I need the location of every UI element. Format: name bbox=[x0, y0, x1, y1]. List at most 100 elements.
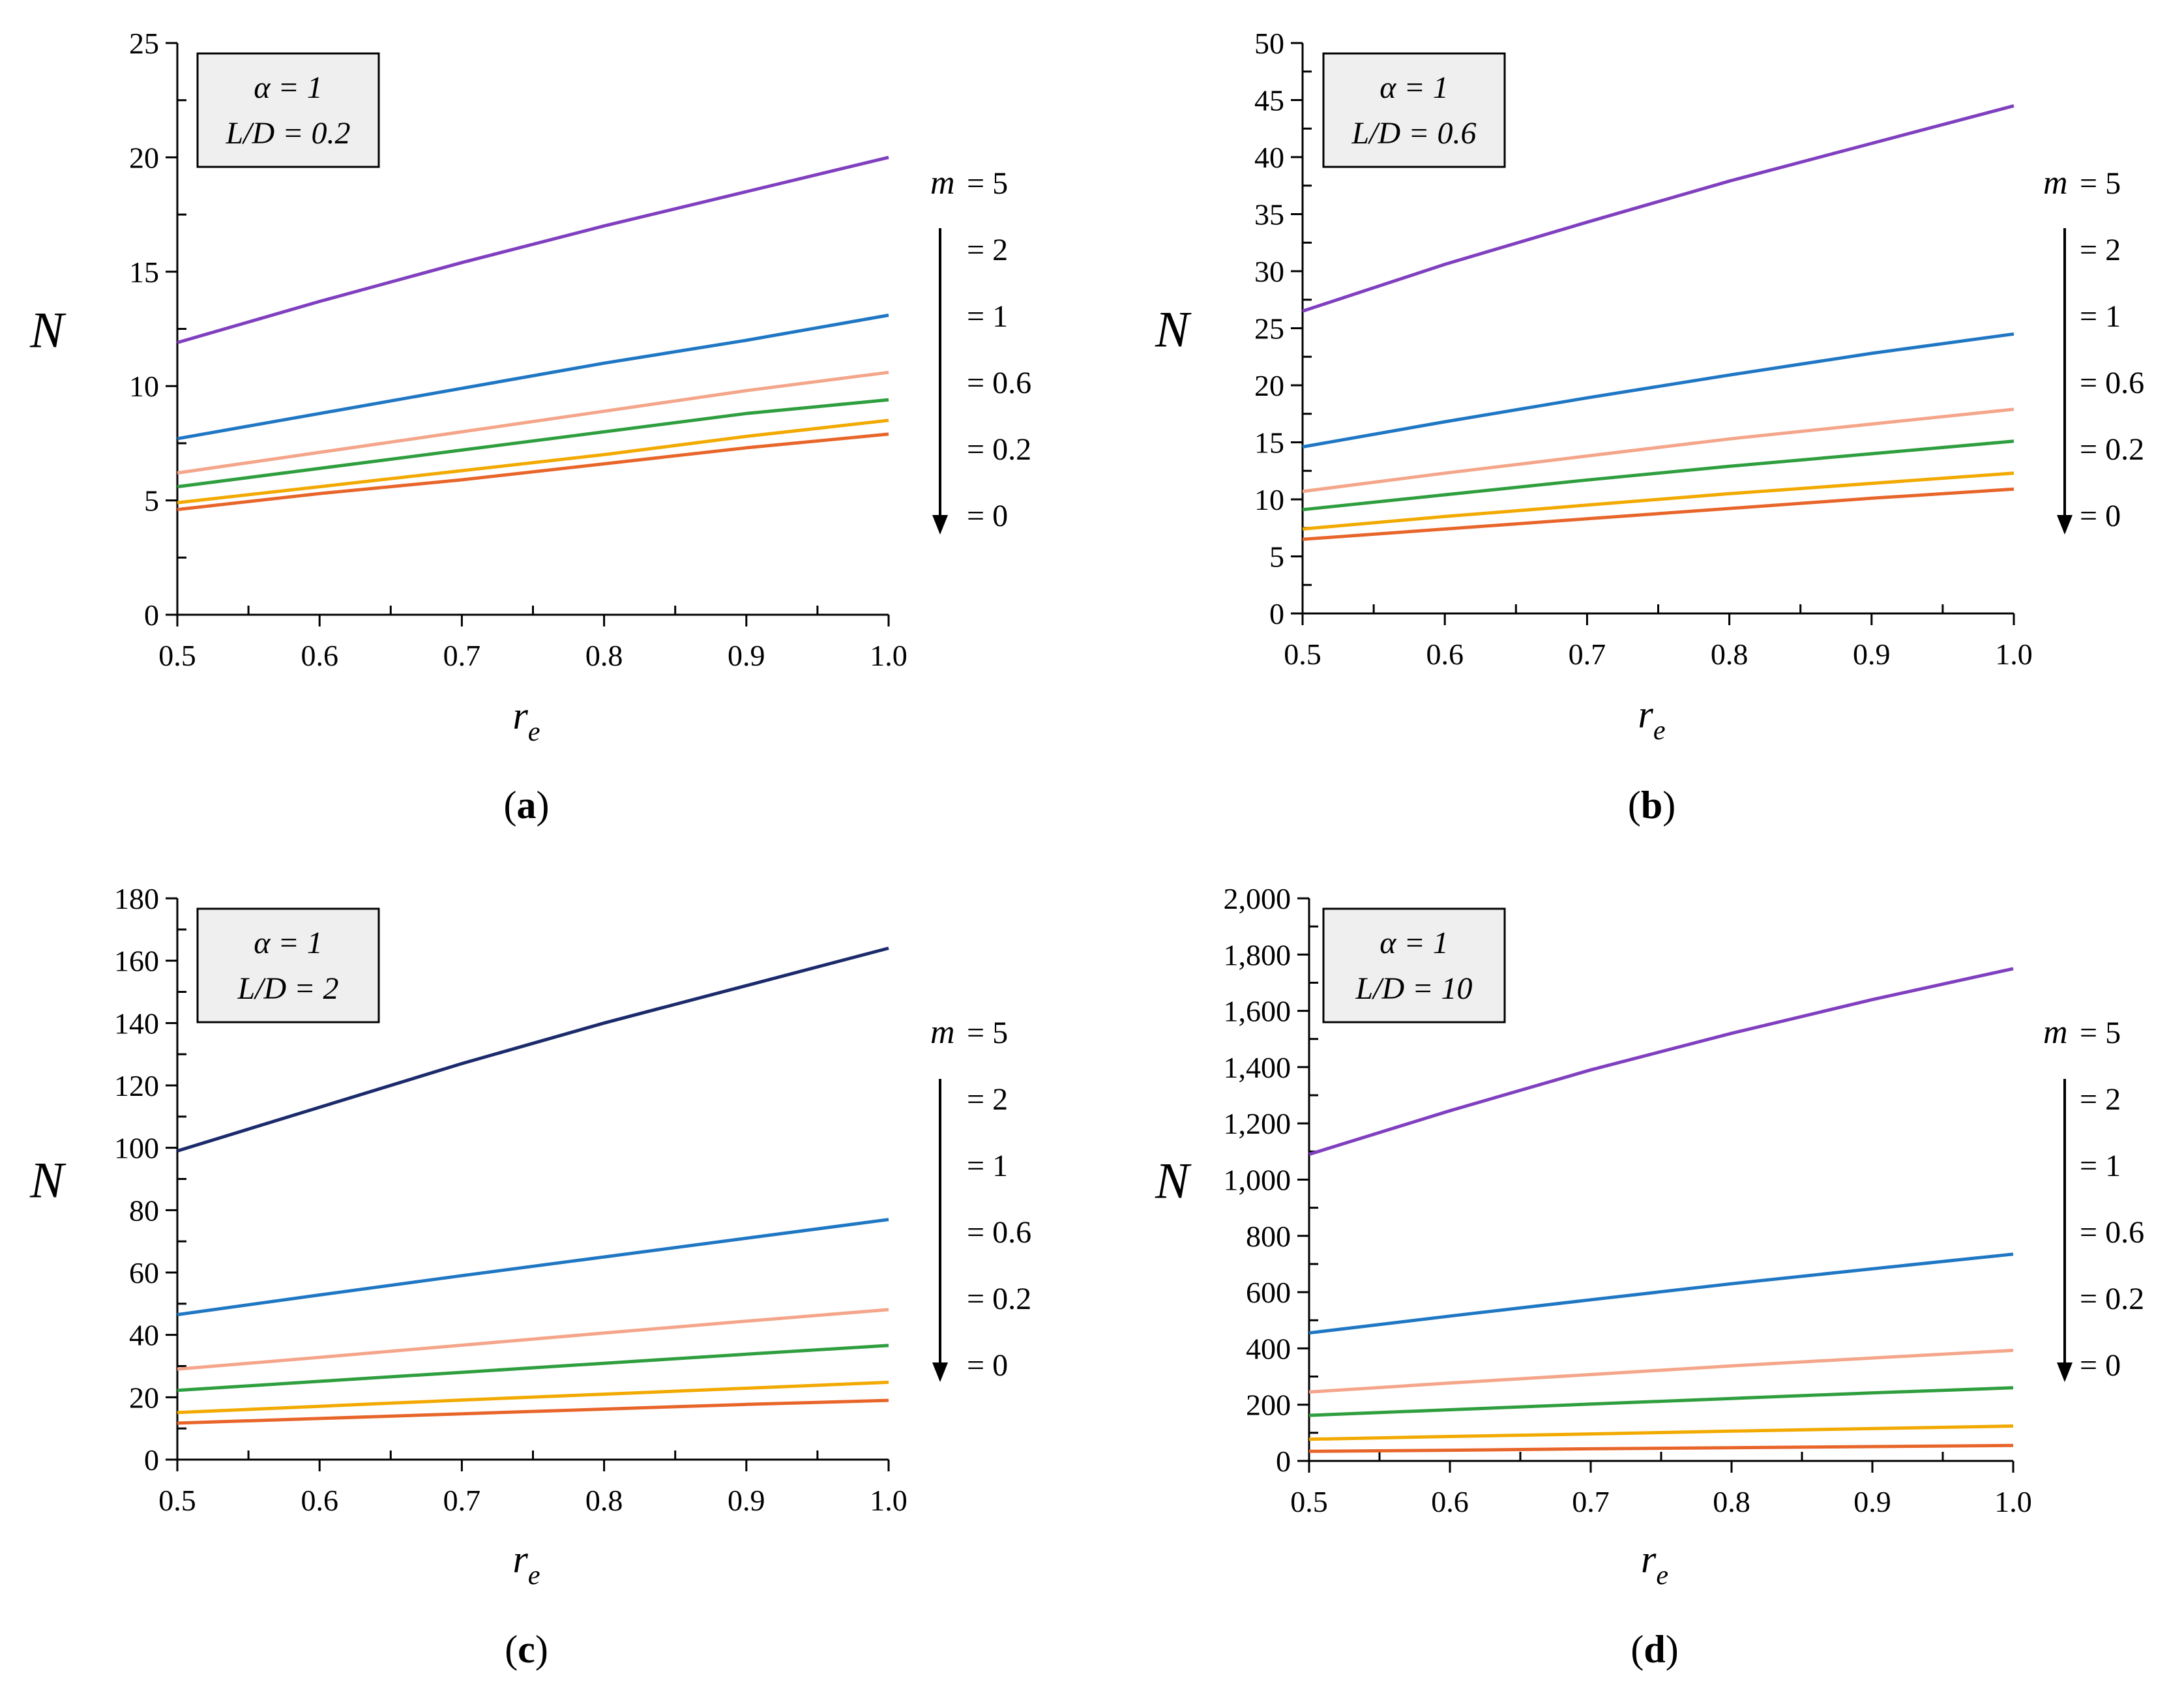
series-line-3 bbox=[1308, 1386, 2014, 1417]
legend-label: = 1 bbox=[967, 299, 1008, 334]
legend-label: = 0 bbox=[2080, 1348, 2121, 1383]
series-line-2 bbox=[1302, 407, 2014, 493]
chart-panel-c: 0 20 40 60 80 100 120 140 160 180 0.5 0.6 0.7 0.8 0.9 1… bbox=[29, 882, 1031, 1671]
y-axis-title: N bbox=[29, 302, 66, 359]
x-tick-label: 0.6 bbox=[301, 639, 338, 672]
panel-label: (a) bbox=[504, 784, 550, 827]
legend-label: = 0 bbox=[2080, 499, 2121, 533]
panel-label: (b) bbox=[1628, 784, 1675, 827]
annotation-line-1: α = 1 bbox=[254, 926, 323, 960]
y-axis-title: N bbox=[29, 1152, 66, 1209]
y-tick-label: 25 bbox=[1254, 312, 1284, 346]
x-axis-title-main: r bbox=[512, 694, 528, 737]
series-line-0 bbox=[1302, 104, 2014, 313]
legend-label: = 0.6 bbox=[2080, 1215, 2144, 1250]
y-tick-label: 2,000 bbox=[1224, 882, 1291, 915]
series-line-2 bbox=[1308, 1348, 2014, 1394]
x-tick-label: 0.7 bbox=[1569, 638, 1606, 671]
y-tick-label: 600 bbox=[1246, 1276, 1291, 1309]
legend-arrow-head bbox=[932, 1362, 948, 1382]
y-tick-label: 10 bbox=[129, 370, 159, 403]
y-tick-label: 0 bbox=[144, 1443, 159, 1477]
panel-label-open: ( bbox=[505, 1628, 518, 1671]
panel-label-close: ) bbox=[537, 784, 550, 827]
panel-label-close: ) bbox=[535, 1628, 548, 1671]
y-tick-label: 120 bbox=[114, 1069, 159, 1102]
x-axis-title: re bbox=[512, 694, 540, 747]
y-tick-label: 10 bbox=[1254, 483, 1284, 516]
legend: m = 5 = 2 = 1 = 0.6 = 0.2 = 0 bbox=[930, 164, 1031, 535]
annotation-line-2: L/D = 0.2 bbox=[225, 116, 350, 151]
x-tick-label: 0.9 bbox=[728, 639, 765, 672]
y-tick-label: 15 bbox=[1254, 426, 1284, 460]
legend-label: = 1 bbox=[967, 1149, 1008, 1183]
x-tick-label: 0.6 bbox=[301, 1484, 338, 1517]
series-line-3 bbox=[177, 1344, 889, 1392]
x-tick-label: 0.9 bbox=[1853, 1485, 1891, 1518]
panel-label: (c) bbox=[505, 1628, 548, 1671]
x-tick-label: 0.5 bbox=[158, 1484, 196, 1517]
x-tick-label: 0.7 bbox=[443, 1484, 481, 1517]
legend-arrow-head bbox=[2057, 515, 2073, 535]
x-tick-label: 0.5 bbox=[1290, 1485, 1328, 1518]
y-tick-label: 1,600 bbox=[1224, 995, 1291, 1028]
panel-label-close: ) bbox=[1666, 1628, 1679, 1671]
y-tick-label: 45 bbox=[1254, 84, 1284, 117]
legend-label: = 0.2 bbox=[2080, 1282, 2144, 1316]
series-line-3 bbox=[1302, 439, 2014, 512]
legend-label: = 0.2 bbox=[967, 432, 1031, 467]
panel-label-open: ( bbox=[1631, 1628, 1644, 1671]
y-axis-title: N bbox=[1155, 1153, 1192, 1209]
x-tick-label: 0.8 bbox=[1711, 638, 1749, 671]
series-line-3 bbox=[177, 398, 889, 489]
chart-panel-d: 0 200 400 600 800 1,000 1,200 1,400 1,600 1,800 2,… bbox=[1155, 882, 2144, 1671]
series-line-4 bbox=[1302, 471, 2014, 531]
legend-label: = 5 bbox=[967, 166, 1008, 201]
series-line-1 bbox=[177, 314, 889, 441]
series-line-1 bbox=[1302, 332, 2014, 449]
y-tick-label: 0 bbox=[144, 598, 159, 632]
x-axis-title-main: r bbox=[1638, 693, 1653, 736]
panel-label-letter: b bbox=[1641, 784, 1662, 827]
y-axis-title: N bbox=[1155, 301, 1192, 358]
legend-arrow-head bbox=[932, 515, 948, 535]
legend-m-symbol: m bbox=[930, 1014, 955, 1051]
series-line-4 bbox=[1308, 1424, 2014, 1441]
x-axis-title-main: r bbox=[512, 1538, 528, 1581]
y-tick-label: 20 bbox=[1254, 369, 1284, 402]
y-tick-label: 60 bbox=[129, 1256, 159, 1289]
panel-label-open: ( bbox=[1628, 784, 1641, 827]
legend: m = 5 = 2 = 1 = 0.6 = 0.2 = 0 bbox=[2043, 164, 2144, 535]
legend-label: = 0 bbox=[967, 1348, 1008, 1383]
annotation-box bbox=[1322, 907, 1506, 1023]
legend-arrow-head bbox=[2057, 1362, 2073, 1382]
y-tick-label: 1,800 bbox=[1224, 938, 1291, 971]
x-axis-title-main: r bbox=[1641, 1538, 1657, 1581]
y-tick-label: 1,400 bbox=[1224, 1051, 1291, 1084]
y-tick-label: 40 bbox=[129, 1319, 159, 1352]
series-line-5 bbox=[177, 432, 889, 512]
y-tick-label: 20 bbox=[129, 141, 159, 174]
y-tick-label: 30 bbox=[1254, 255, 1284, 288]
y-tick-label: 200 bbox=[1246, 1389, 1291, 1422]
x-axis-title: re bbox=[1641, 1538, 1668, 1591]
annotation-box bbox=[196, 907, 380, 1023]
y-tick-label: 0 bbox=[1276, 1445, 1291, 1478]
y-tick-label: 1,000 bbox=[1224, 1164, 1291, 1197]
legend-label: = 2 bbox=[967, 1082, 1008, 1117]
y-tick-label: 20 bbox=[129, 1381, 159, 1414]
panel-label-open: ( bbox=[504, 784, 517, 827]
x-tick-label: 0.6 bbox=[1431, 1485, 1469, 1518]
legend-label: = 0.2 bbox=[967, 1282, 1031, 1316]
legend-label: = 1 bbox=[2080, 299, 2121, 334]
x-tick-label: 0.8 bbox=[1713, 1485, 1750, 1518]
series-line-4 bbox=[177, 1380, 889, 1415]
y-tick-label: 5 bbox=[1269, 540, 1284, 574]
x-axis-title: re bbox=[1638, 693, 1665, 746]
y-tick-label: 400 bbox=[1246, 1332, 1291, 1365]
panel-label-letter: d bbox=[1644, 1628, 1665, 1671]
y-tick-label: 35 bbox=[1254, 198, 1284, 231]
y-tick-label: 25 bbox=[129, 27, 159, 60]
x-axis-title: re bbox=[512, 1538, 540, 1591]
